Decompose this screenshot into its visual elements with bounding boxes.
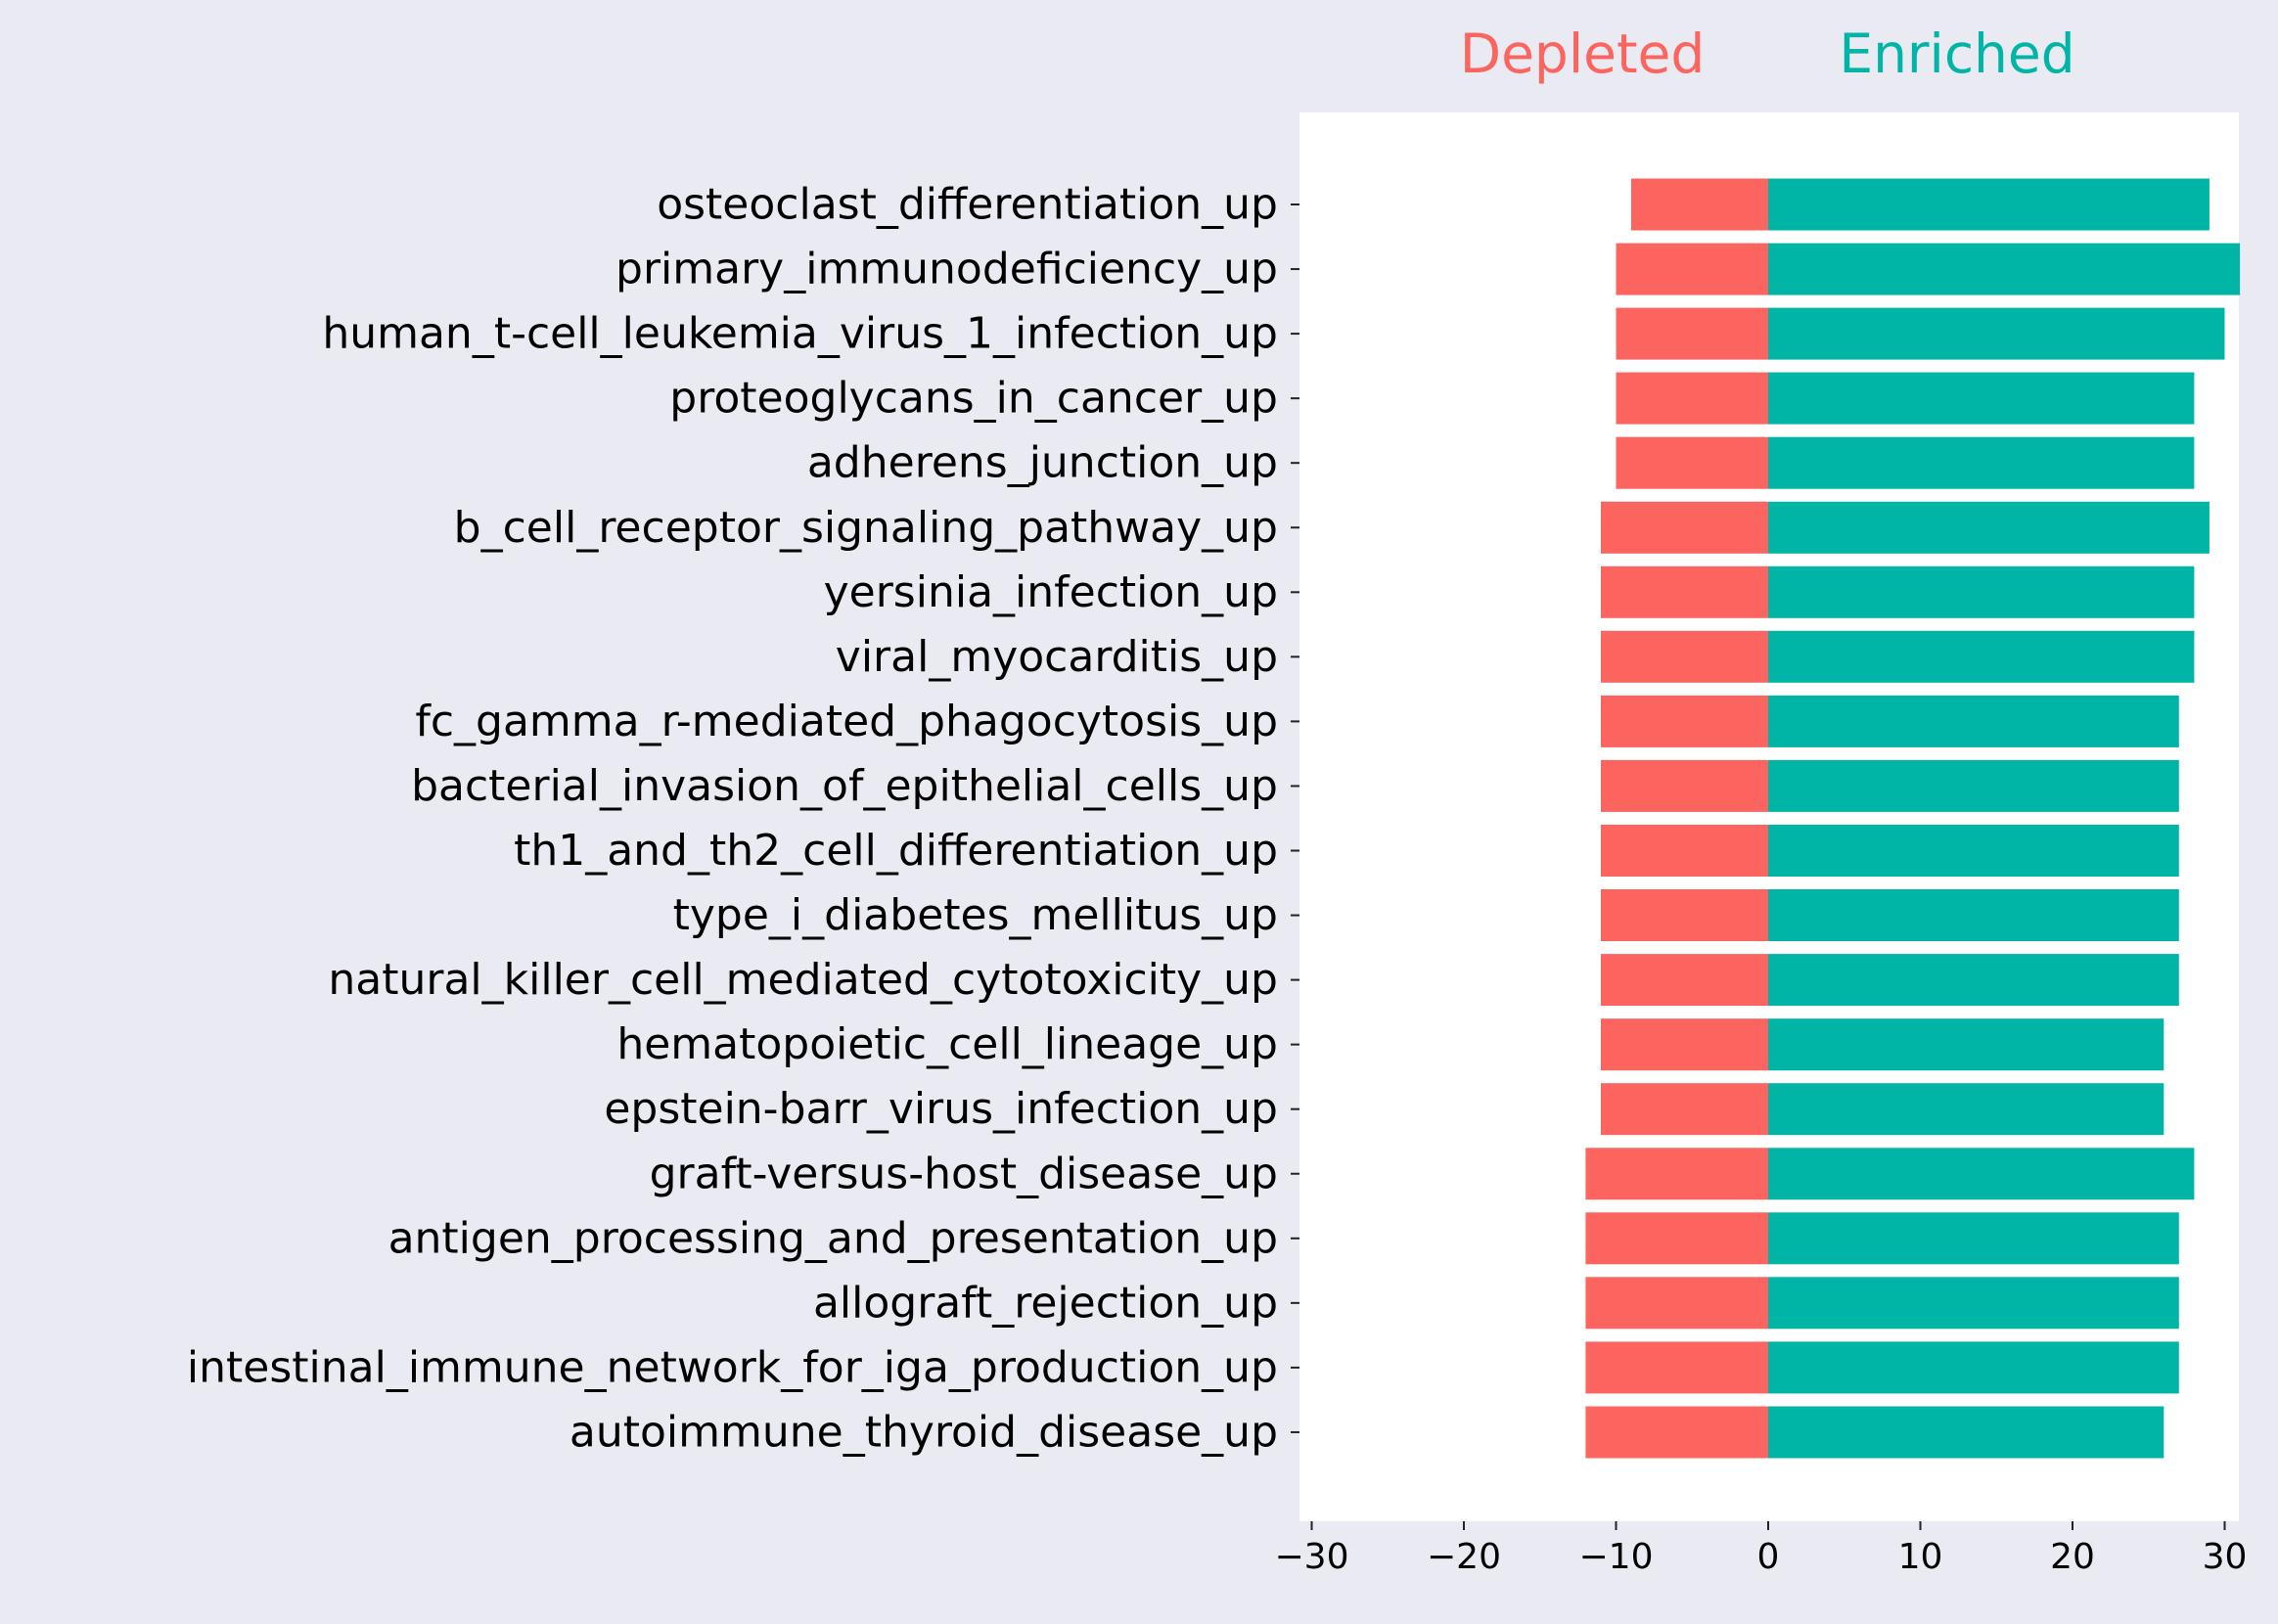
y-tick-label-10: th1_and_th2_cell_differentiation_up [514,826,1278,876]
depleted-bar-0 [1631,178,1768,231]
enriched-bar-16 [1768,1212,2179,1265]
depleted-bar-8 [1601,695,1768,747]
x-tick-label-4: 10 [1898,1537,1943,1577]
depleted-bar-9 [1601,759,1768,812]
y-tick-label-5: b_cell_receptor_signaling_pathway_up [454,503,1278,553]
y-tick-label-19: autoimmune_thyroid_disease_up [570,1407,1278,1457]
enriched-bar-7 [1768,630,2195,683]
depleted-bar-3 [1616,372,1768,425]
y-tick-label-0: osteoclast_differentiation_up [657,180,1278,230]
x-tick-label-5: 20 [2050,1537,2095,1577]
enriched-bar-2 [1768,307,2225,360]
enriched-bar-11 [1768,889,2179,941]
depleted-bar-15 [1585,1148,1768,1200]
enriched-bar-5 [1768,501,2210,554]
x-tick-label-3: 0 [1757,1537,1780,1577]
enriched-bar-10 [1768,825,2179,877]
enriched-bar-9 [1768,759,2179,812]
y-tick-label-1: primary_immunodeficiency_up [615,245,1278,294]
legend-enriched: Enriched [1839,23,2074,85]
y-tick-label-15: graft-versus-host_disease_up [650,1149,1278,1198]
y-tick-label-3: proteoglycans_in_cancer_up [669,374,1278,424]
y-tick-labels: osteoclast_differentiation_up primary_imm… [187,180,1299,1457]
x-tick-label-2: −10 [1579,1537,1654,1577]
y-tick-label-6: yersinia_infection_up [824,567,1278,617]
depleted-bar-11 [1601,889,1768,941]
legend-depleted: Depleted [1460,23,1706,85]
y-tick-label-2: human_t-cell_leukemia_virus_1_infection_… [322,309,1278,359]
depleted-bar-19 [1585,1406,1768,1459]
enriched-bar-3 [1768,372,2195,425]
y-tick-label-4: adherens_junction_up [807,438,1278,488]
depleted-bar-6 [1601,565,1768,618]
depleted-bar-7 [1601,630,1768,683]
enriched-bar-8 [1768,695,2179,747]
depleted-bar-13 [1601,1018,1768,1071]
y-tick-label-9: bacterial_invasion_of_epithelial_cells_u… [411,761,1278,811]
enriched-bar-18 [1768,1341,2179,1394]
enriched-bar-4 [1768,436,2195,489]
y-tick-label-13: hematopoietic_cell_lineage_up [616,1019,1278,1069]
enriched-bar-14 [1768,1083,2164,1136]
depleted-bar-18 [1585,1341,1768,1394]
y-tick-label-7: viral_myocarditis_up [836,632,1278,682]
enriched-bar-0 [1768,178,2210,231]
x-tick-label-1: −20 [1427,1537,1501,1577]
enriched-bar-17 [1768,1277,2179,1330]
depleted-bar-16 [1585,1212,1768,1265]
enriched-bar-19 [1768,1406,2164,1459]
legend: Depleted Enriched [1460,23,2075,85]
depleted-bar-5 [1601,501,1768,554]
y-tick-label-17: allograft_rejection_up [813,1278,1278,1328]
depleted-bar-14 [1601,1083,1768,1136]
y-tick-label-16: antigen_processing_and_presentation_up [388,1213,1278,1263]
depleted-bar-2 [1616,307,1768,360]
depleted-bar-1 [1616,243,1768,295]
enriched-bar-6 [1768,565,2195,618]
enriched-bar-13 [1768,1018,2164,1071]
y-tick-label-14: epstein-barr_virus_infection_up [604,1084,1278,1134]
y-tick-label-11: type_i_diabetes_mellitus_up [673,890,1278,940]
depleted-bar-12 [1601,954,1768,1007]
x-tick-label-0: −30 [1275,1537,1349,1577]
y-tick-label-8: fc_gamma_r-mediated_phagocytosis_up [415,697,1278,746]
x-axis: −30 −20 −10 0 10 20 30 [1275,1521,2248,1577]
depleted-bar-10 [1601,825,1768,877]
enriched-bar-12 [1768,954,2179,1007]
x-tick-label-6: 30 [2203,1537,2248,1577]
enriched-bar-1 [1768,243,2241,295]
depleted-bar-4 [1616,436,1768,489]
y-tick-label-18: intestinal_immune_network_for_iga_produc… [187,1342,1278,1392]
depleted-bar-17 [1585,1277,1768,1330]
enriched-bar-15 [1768,1148,2195,1200]
bars-group [1585,178,2241,1459]
y-tick-label-12: natural_killer_cell_mediated_cytotoxicit… [328,955,1278,1005]
